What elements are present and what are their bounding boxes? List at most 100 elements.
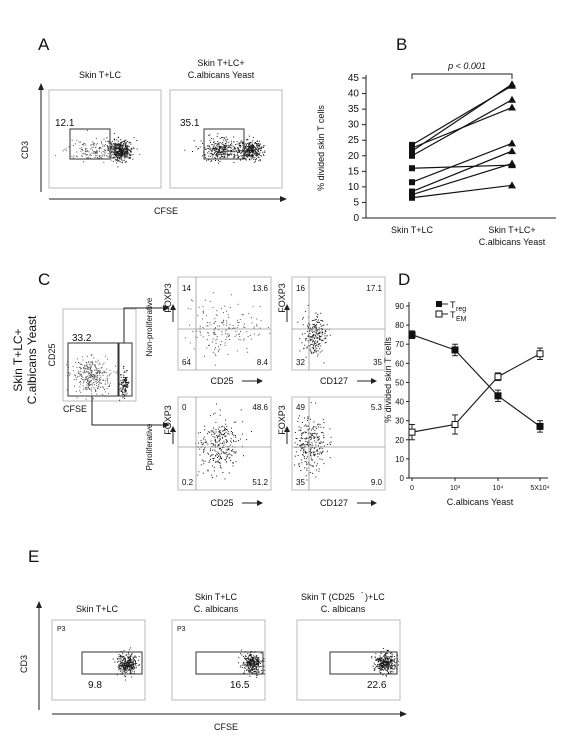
- panel-a-x-arrow-icon: [280, 196, 287, 202]
- chart-d-legend-treg-marker: [436, 301, 442, 307]
- panel-a-title-2: Skin T+LC+: [197, 58, 244, 68]
- panel-a-plot-2: 35.1: [169, 89, 283, 189]
- panel-e-gate-2: [195, 651, 264, 675]
- panel-e-title-3c: C. albicans: [321, 604, 366, 614]
- chart-b-p-value: p < 0.001: [447, 61, 486, 71]
- chart-b-point-before: [409, 148, 415, 155]
- panel-e-title-1: Skin T+LC: [76, 604, 119, 614]
- chart-b-point-after: [508, 147, 516, 155]
- chart-b-pair-line: [411, 142, 513, 183]
- chart-d-legend: T reg T EM: [435, 300, 467, 323]
- chart-d-xtick-label: 0: [410, 485, 414, 492]
- chart-b-point-after: [508, 81, 516, 89]
- chart-d-treg-point: [408, 331, 416, 339]
- panel-a-gate-1: [69, 128, 111, 160]
- chart-d-ytick-label: 80: [395, 321, 404, 330]
- chart-d-legend-tem-label: T: [450, 310, 456, 320]
- panel-c-side-label-2: C.albicans Yeast: [25, 315, 39, 404]
- panel-c-q1-xlabel: CD25: [210, 376, 233, 386]
- panel-c-q1-lr: 8.4: [257, 358, 269, 367]
- panel-c-q1-ul: 14: [182, 284, 191, 293]
- chart-d-series: [408, 330, 544, 441]
- chart-b-ytick-label: 20: [348, 151, 360, 162]
- panel-c-q4-xlabel: CD127: [320, 498, 348, 508]
- chart-d-ytick-label: 40: [395, 398, 404, 407]
- panel-c-quad-plot-1: 14 13.6 64 8.4: [177, 276, 272, 371]
- chart-d-ytick-label: 60: [395, 359, 404, 368]
- panel-c-q3-xlabel: CD25: [210, 498, 233, 508]
- chart-d-treg-line: [411, 334, 541, 427]
- panel-a-gate-value-1: 12.1: [55, 118, 75, 129]
- chart-d-tem-line: [411, 353, 541, 433]
- chart-b-point-after: [508, 139, 516, 147]
- panel-e-plot-3-events: [371, 648, 399, 677]
- panel-c-connector-bottom-arrow-icon: [163, 422, 170, 428]
- chart-d-tem-point: [494, 373, 502, 381]
- panel-c-row-label-2: Pproliferative: [145, 423, 154, 470]
- panel-c-connector-bottom: [91, 396, 165, 426]
- chart-b-point-before: [409, 194, 415, 201]
- panel-e-plot-1: P3 9.8: [51, 619, 146, 701]
- panel-e-gate-tag-2: P3: [177, 626, 186, 633]
- panel-c-q3-ur: 48.6: [252, 403, 268, 412]
- panel-c-q4-lr: 9.0: [371, 478, 383, 487]
- panel-c-q1-ll: 64: [182, 358, 191, 367]
- panel-c-q4-ll: 35: [296, 478, 305, 487]
- panel-e-gate-3: [329, 651, 398, 675]
- panel-e-plot-1-events: [112, 647, 140, 681]
- panel-c-q2-ur: 17.1: [366, 284, 382, 293]
- panel-e-title-3b: )+LC: [365, 592, 385, 602]
- chart-d-ylabel: % divided skin T cells: [383, 337, 393, 423]
- chart-d: % divided skin T cells 0 10 20 30 40 50 60 70 80…: [383, 300, 550, 507]
- chart-b-pair-line: [411, 150, 513, 193]
- panel-e-title-3-sup: -: [361, 590, 364, 597]
- panel-c-quad-plot-2: 16 17.1 32 35: [291, 276, 386, 371]
- panel-c-q1-x-arrow-icon: [257, 378, 263, 384]
- chart-b-ytick-label: 15: [348, 166, 360, 177]
- panel-c-q4-ur: 5.3: [371, 403, 383, 412]
- panel-e-gate-1: [81, 651, 143, 675]
- panel-a-plot-1: 12.1: [48, 89, 162, 189]
- panel-c-q1-y-arrow-icon: [170, 304, 176, 310]
- chart-b-markers: [409, 80, 516, 201]
- chart-b-pair-line: [411, 184, 513, 199]
- panel-e-gate-value-2: 16.5: [230, 680, 250, 691]
- panel-c-q4-x-arrow-icon: [371, 500, 377, 506]
- panel-e-y-arrow-icon: [36, 601, 42, 608]
- panel-c-q2-lr: 35: [373, 358, 382, 367]
- chart-b-lines: [411, 83, 513, 199]
- panel-c-q2-xlabel: CD127: [320, 376, 348, 386]
- panel-c-q1-ur: 13.6: [252, 284, 268, 293]
- chart-d-tem-point: [408, 428, 416, 436]
- chart-b-ytick-label: 0: [353, 213, 359, 224]
- chart-b-ytick-label: 5: [353, 197, 359, 208]
- panel-c-quad-plot-2-events: [297, 304, 331, 364]
- panel-c-q2-x-arrow-icon: [371, 378, 377, 384]
- panel-c-quad-plot-4-events: [294, 402, 332, 481]
- panel-c-gate-ylabel: CD25: [47, 343, 57, 366]
- chart-b-pair-line: [411, 106, 513, 149]
- panel-e-ylabel: CD3: [19, 655, 29, 673]
- chart-d-ytick-label: 0: [400, 474, 405, 483]
- panel-c-side-label-1: Skin T+LC+: [11, 328, 25, 391]
- panel-c-gate-prolif: [118, 342, 133, 397]
- chart-b-category-1: Skin T+LC: [391, 225, 434, 235]
- chart-d-xlabel: C.albicans Yeast: [447, 497, 514, 507]
- panel-c-quad-plot-4: 49 5.3 35 9.0: [291, 396, 386, 491]
- chart-d-legend-tem-marker: [435, 310, 443, 318]
- chart-b-ytick-label: 10: [348, 182, 360, 193]
- chart-d-legend-tem-sub: EM: [456, 316, 467, 323]
- panel-c-q3-y-arrow-icon: [170, 426, 176, 432]
- chart-d-ytick-label: 50: [395, 378, 404, 387]
- panel-c-quad-plot-1-events: [184, 292, 271, 366]
- panel-c-gate-value: 33.2: [72, 333, 92, 344]
- panel-c-q4-ul: 49: [296, 403, 305, 412]
- chart-b-ytick-label: 30: [348, 120, 360, 131]
- panel-e-plot-2: P3 16.5: [171, 619, 266, 701]
- chart-d-treg-point: [494, 392, 502, 400]
- chart-b-point-after: [508, 103, 516, 111]
- chart-b-ticks: 0 5 10 15 20 25 30 35 40 45: [348, 73, 366, 224]
- panel-a-gate-value-2: 35.1: [180, 118, 200, 129]
- panel-c-row-label-1: Non-proliferative: [145, 297, 154, 356]
